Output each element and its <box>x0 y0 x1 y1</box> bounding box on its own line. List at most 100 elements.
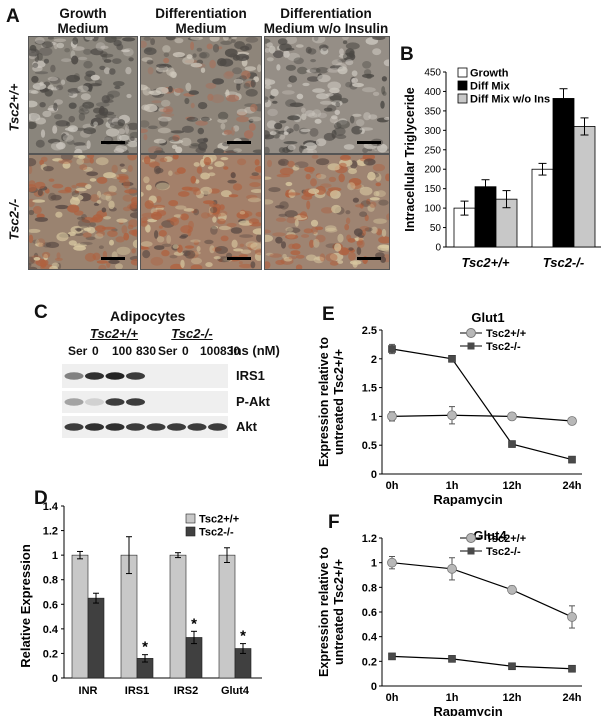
cell-texture <box>294 219 299 227</box>
y-tick-label: 0 <box>371 681 377 693</box>
cell-texture <box>295 44 304 48</box>
cell-texture <box>145 184 152 191</box>
cell-texture <box>150 256 164 266</box>
glut1-chart: 0 0.5 1 1.5 2 2.5 0h 1h 12h 24h Rapamycin Expressio… <box>317 310 582 506</box>
cell-texture <box>250 103 258 112</box>
cell-texture <box>309 128 319 137</box>
category-label: Glut4 <box>221 685 250 697</box>
row-label-ko: Tsc2-/- <box>6 198 22 241</box>
cell-texture <box>131 248 136 254</box>
x-tick-label: 24h <box>563 692 582 704</box>
blot-p-akt <box>62 391 228 413</box>
blot-akt <box>62 416 228 438</box>
blot-band <box>126 398 145 406</box>
cell-texture <box>220 40 232 45</box>
blot-band <box>126 423 145 431</box>
cell-texture <box>192 53 197 58</box>
cell-texture <box>112 58 122 64</box>
cell-texture <box>359 211 368 217</box>
cell-texture <box>288 256 297 260</box>
cell-texture <box>184 97 190 105</box>
data-point <box>508 440 516 448</box>
x-axis-label: Rapamycin <box>433 492 502 506</box>
cell-texture <box>279 43 292 52</box>
cell-texture <box>250 79 256 88</box>
cell-texture <box>309 239 315 248</box>
cell-texture <box>381 228 387 237</box>
cell-texture <box>348 251 356 261</box>
cell-texture <box>101 207 107 213</box>
cell-texture <box>334 243 342 252</box>
cell-texture <box>268 187 281 193</box>
cell-texture <box>359 186 373 196</box>
cell-texture <box>285 37 297 45</box>
cell-texture <box>265 79 276 85</box>
cell-texture <box>68 115 76 123</box>
cell-texture <box>362 73 375 78</box>
cell-texture <box>213 256 221 260</box>
blot-band <box>64 398 84 406</box>
y-tick-label: 1 <box>371 558 377 570</box>
cell-texture <box>351 70 358 77</box>
blot-band <box>64 372 84 380</box>
blot-title: Adipocytes <box>110 308 186 324</box>
cell-texture <box>250 189 261 193</box>
legend-label: Diff Mix <box>470 81 511 93</box>
cell-texture <box>370 226 378 234</box>
x-tick-label: 0h <box>386 692 399 704</box>
cell-texture <box>198 52 207 59</box>
cell-texture <box>67 125 78 133</box>
cell-texture <box>364 227 373 232</box>
cell-texture <box>278 160 286 166</box>
cell-texture <box>210 225 218 235</box>
y-tick-label: 0.2 <box>362 656 377 668</box>
cell-texture <box>362 147 368 153</box>
cell-texture <box>75 187 87 192</box>
y-tick-label: 1 <box>371 411 377 423</box>
cell-texture <box>339 155 351 161</box>
cell-texture <box>205 82 217 89</box>
panel-a-label: A <box>6 6 20 27</box>
cell-texture <box>315 173 322 179</box>
cell-texture <box>32 82 47 90</box>
cell-texture <box>39 102 46 108</box>
micrograph-ko-differentiation <box>140 154 262 270</box>
cell-texture <box>86 171 99 177</box>
cell-texture <box>327 163 341 171</box>
cell-texture <box>130 201 137 209</box>
cell-texture <box>200 116 210 122</box>
cell-texture <box>326 104 337 112</box>
cell-texture <box>45 241 60 248</box>
cell-texture <box>314 118 322 124</box>
cell-texture <box>236 116 250 123</box>
cell-texture <box>103 216 112 220</box>
cell-texture <box>127 165 133 172</box>
cell-texture <box>71 190 80 198</box>
cell-texture <box>101 226 116 230</box>
cell-texture <box>32 62 39 68</box>
cell-texture <box>146 59 154 65</box>
cell-texture <box>29 266 38 269</box>
legend-swatch <box>457 67 468 78</box>
cell-texture <box>30 90 39 94</box>
cell-texture <box>56 84 64 91</box>
micrograph-wt-growth <box>28 36 138 154</box>
cell-texture <box>386 213 389 221</box>
cell-texture <box>267 108 278 117</box>
cell-texture <box>183 208 195 212</box>
cell-texture <box>231 37 237 40</box>
cell-texture <box>163 52 170 58</box>
cell-texture <box>203 200 215 205</box>
cell-texture <box>107 230 118 237</box>
cell-texture <box>353 228 363 237</box>
cell-texture <box>287 84 292 88</box>
cell-texture <box>329 95 342 103</box>
cell-texture <box>173 251 184 256</box>
y-tick-label: 300 <box>424 126 441 137</box>
cell-texture <box>220 123 226 130</box>
cell-texture <box>289 102 304 108</box>
cell-texture <box>58 159 73 164</box>
lane-labels: Ser 0 100 830 Ser 0 100 830 <box>62 344 240 360</box>
cell-texture <box>109 68 116 75</box>
cell-texture <box>324 225 337 232</box>
